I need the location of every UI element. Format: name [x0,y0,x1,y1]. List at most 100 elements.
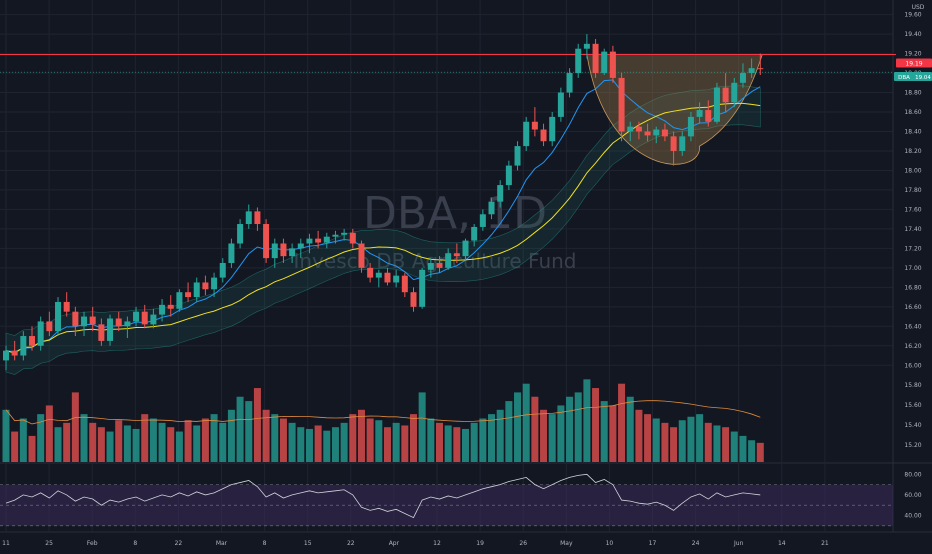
candle-body [185,292,192,298]
candle-body [349,232,356,244]
volume-bar [89,422,97,462]
candle-body [29,336,36,346]
price-tick-label: 17.20 [904,245,921,252]
volume-bar [748,440,756,462]
volume-bar [392,422,400,462]
time-axis[interactable]: 11 25 Feb 8 22 Mar 8 15 22 Apr 12 19 26 May 10 17 24 Jun 1… [2,540,829,547]
volume-bar [574,392,582,462]
candle-body [653,129,660,136]
candle-body [176,292,183,309]
resistance-price-label: 19.19 [905,61,922,68]
price-tick-label: 16.00 [904,362,921,369]
candle-body [280,243,287,257]
candle-body [549,116,556,142]
ema-fast-line [5,79,761,353]
volume-bar [28,435,36,462]
candle-body [323,236,330,243]
volume-bar [236,396,244,462]
candle-body [705,110,712,122]
volume-bar [583,379,591,462]
candle-body [315,238,322,243]
volume-bar [418,392,426,462]
volume-bar [522,383,530,462]
time-tick-label: 8 [263,540,267,547]
volume-bar [132,428,140,462]
time-tick-label: May [560,540,573,547]
resistance-price-badge: 19.19 [896,58,932,68]
volume-bar [462,428,470,462]
candle-body [479,214,486,227]
candle-body [115,318,122,327]
candle-body [488,201,495,215]
candle-body [89,316,96,325]
time-tick-label: 26 [519,540,527,547]
volume-ma-line [5,400,761,425]
volume-bar [167,427,175,462]
time-tick-label: 22 [175,540,183,547]
price-tick-label: 19.20 [904,51,921,58]
candle-body [141,311,148,325]
volume-layer[interactable]: 15.80 15.60 15.40 15.20 [2,379,922,462]
time-tick-label: Feb [87,540,98,547]
volume-bar [201,418,209,462]
candle-body [3,350,9,361]
candle-body [497,185,504,202]
volume-bar [115,420,123,462]
price-tick-label: 18.20 [904,148,921,155]
candle-body [410,292,417,307]
volume-bar [618,383,626,462]
candle-body [583,43,590,49]
volume-bar [453,427,461,462]
candle-body [297,243,304,249]
candle-body [471,226,478,241]
candle-body [427,262,434,270]
price-tick-label: 16.80 [904,284,921,291]
candle-body [358,243,365,268]
volume-bar [349,414,357,462]
volume-bar [158,422,166,462]
volume-bar [505,401,513,462]
volume-bar [479,418,487,462]
candle-body [635,126,642,132]
volume-bar [713,425,721,462]
last-price-badge: DBA 19.04 [894,72,932,81]
candle-body [696,110,703,117]
channel-band [5,85,761,375]
volume-bar [288,422,296,462]
candle-layer[interactable] [3,34,764,371]
volume-bar [531,396,539,462]
volume-bar [141,414,149,462]
volume-bar [323,430,331,462]
volume-bar [514,392,522,462]
volume-bar [54,427,62,462]
rsi-tick-label: 80.00 [904,471,921,478]
price-tick-label: 17.60 [904,206,921,213]
volume-bar [210,414,218,462]
candle-body [55,301,62,332]
volume-bar [314,425,322,462]
price-tick-label: 19.60 [904,12,921,19]
volume-bar [45,405,53,462]
volume-bar [37,414,45,462]
candle-body [375,272,382,278]
volume-bar [149,418,157,462]
time-tick-label: 19 [476,540,484,547]
time-tick-label: 8 [133,540,137,547]
volume-bar [600,401,608,462]
candle-body [237,224,244,244]
price-axis[interactable]: 19.6019.4019.2019.0018.8018.6018.4018.20… [904,12,921,370]
rsi-layer[interactable]: 80.00 60.00 40.00 [0,471,922,527]
candle-body [575,48,582,74]
volume-bar [366,418,374,462]
volume-bar [470,422,478,462]
time-tick-label: 25 [45,540,53,547]
volume-bar [670,427,678,462]
candle-body [523,121,530,147]
volume-bar [11,431,19,462]
candle-body [687,116,694,137]
price-tick-label: 17.80 [904,187,921,194]
volume-bar [409,414,417,462]
candle-body [159,304,166,315]
sma-slow-line [5,102,761,354]
